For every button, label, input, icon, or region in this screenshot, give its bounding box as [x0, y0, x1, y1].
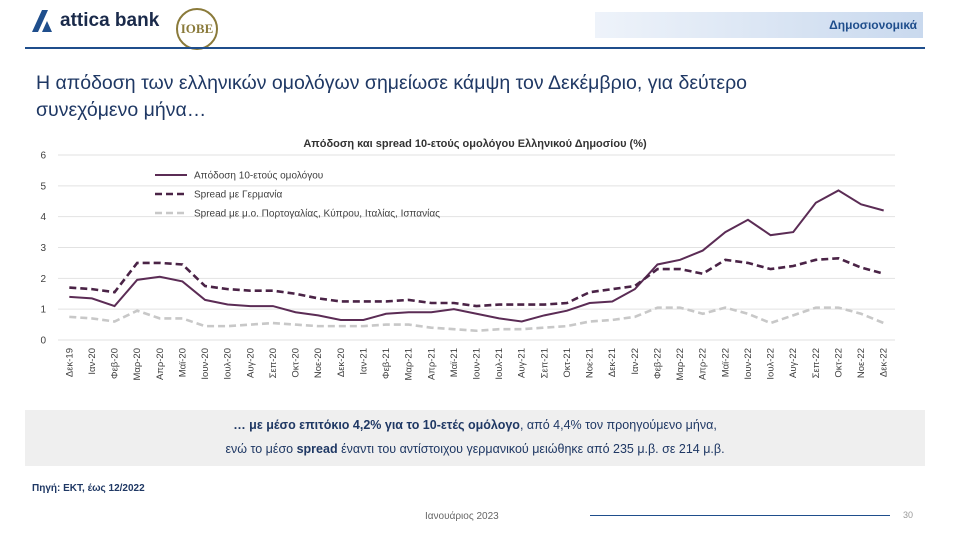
- x-tick-label: Σεπ-21: [539, 348, 550, 378]
- x-tick-label: Απρ-20: [155, 348, 166, 380]
- x-tick-label: Σεπ-22: [811, 348, 822, 378]
- x-tick-label: Νοε-22: [856, 348, 867, 378]
- header-rule: [25, 47, 925, 49]
- legend-label: Spread με μ.ο. Πορτογαλίας, Κύπρου, Ιταλ…: [194, 208, 440, 220]
- x-tick-label: Μαρ-22: [675, 348, 686, 381]
- series-line: [69, 306, 885, 333]
- y-tick-label: 3: [40, 243, 46, 254]
- x-tick-label: Οκτ-20: [291, 348, 302, 378]
- x-tick-label: Αυγ-20: [245, 348, 256, 378]
- y-tick-label: 2: [40, 274, 46, 285]
- x-tick-label: Δεκ-21: [607, 348, 618, 377]
- summary-line: … με μέσο επιτόκιο 4,2% για το 10-ετές ο…: [25, 413, 925, 437]
- x-tick-label: Μαρ-20: [132, 348, 143, 381]
- x-tick-label: Αυγ-22: [788, 348, 799, 378]
- brand-name: attica bank: [60, 10, 160, 31]
- summary-box: … με μέσο επιτόκιο 4,2% για το 10-ετές ο…: [25, 410, 925, 466]
- title-line: συνεχόμενο μήνα…: [36, 99, 207, 121]
- legend-label: Spread με Γερμανία: [194, 189, 282, 201]
- x-tick-label: Μαϊ-21: [449, 348, 460, 377]
- page-number: 30: [903, 510, 914, 520]
- x-tick-label: Δεκ-19: [64, 348, 75, 377]
- section-label: Δημοσιονομικά: [595, 12, 923, 38]
- footer-rule: [590, 515, 890, 516]
- x-tick-label: Νοε-21: [585, 348, 596, 378]
- x-tick-label: Ιουν-21: [472, 348, 483, 380]
- summary-text: , από 4,4% τον προηγούμενο μήνα,: [519, 418, 717, 432]
- x-tick-label: Μαϊ-22: [720, 348, 731, 377]
- x-tick-label: Νοε-20: [313, 348, 324, 378]
- summary-text: ενώ το μέσο: [225, 442, 297, 456]
- x-tick-label: Ιαν-20: [87, 348, 98, 375]
- y-tick-label: 5: [40, 181, 46, 192]
- summary-line: ενώ το μέσο spread έναντι του αντίστοιχο…: [25, 437, 925, 461]
- chart: Απόδοση και spread 10-ετούς ομολόγου Ελλ…: [40, 138, 895, 381]
- x-tick-label: Δεκ-20: [336, 348, 347, 377]
- x-tick-label: Φεβ-22: [652, 348, 663, 379]
- x-tick-label: Ιουλ-22: [766, 348, 777, 380]
- chart-title: Απόδοση και spread 10-ετούς ομολόγου Ελλ…: [303, 138, 647, 150]
- y-tick-label: 0: [40, 336, 46, 347]
- x-tick-label: Φεβ-21: [381, 348, 392, 379]
- x-tick-label: Ιαν-21: [358, 348, 369, 375]
- x-tick-label: Δεκ-22: [879, 348, 890, 377]
- x-tick-label: Απρ-21: [426, 348, 437, 380]
- summary-text: … με μέσο επιτόκιο 4,2% για το 10-ετές ο…: [233, 418, 520, 432]
- brand-logo: attica bank: [28, 8, 159, 34]
- partner-logo: ΙΟΒΕ: [176, 8, 218, 50]
- x-tick-label: Ιουλ-20: [223, 348, 234, 380]
- legend-label: Απόδοση 10-ετούς ομολόγου: [194, 170, 323, 182]
- x-tick-label: Οκτ-21: [562, 348, 573, 378]
- summary-text: έναντι του αντίστοιχου γερμανικού μειώθη…: [337, 442, 725, 456]
- series-line: [69, 256, 885, 308]
- x-tick-label: Μαϊ-20: [177, 348, 188, 377]
- x-tick-label: Ιαν-22: [630, 348, 641, 375]
- x-tick-label: Ιουν-22: [743, 348, 754, 380]
- x-tick-label: Σεπ-20: [268, 348, 279, 378]
- footer-date: Ιανουάριος 2023: [425, 511, 499, 522]
- x-tick-label: Μαρ-21: [404, 348, 415, 381]
- x-tick-label: Οκτ-22: [833, 348, 844, 378]
- x-tick-label: Απρ-22: [698, 348, 709, 380]
- x-tick-label: Φεβ-20: [110, 348, 121, 379]
- source: Πηγή: ΕΚΤ, έως 12/2022: [32, 483, 145, 494]
- slide-title: Η απόδοση των ελληνικών ομολόγων σημείωσ…: [36, 70, 926, 124]
- summary-text: spread: [296, 442, 338, 456]
- x-tick-label: Αυγ-21: [517, 348, 528, 378]
- title-line: Η απόδοση των ελληνικών ομολόγων σημείωσ…: [36, 72, 748, 94]
- y-tick-label: 6: [40, 151, 46, 162]
- y-tick-label: 1: [40, 305, 46, 316]
- brand-icon: [32, 10, 52, 32]
- x-tick-label: Ιουλ-21: [494, 348, 505, 380]
- y-tick-label: 4: [40, 212, 46, 223]
- x-tick-label: Ιουν-20: [200, 348, 211, 380]
- series-line: [69, 189, 884, 323]
